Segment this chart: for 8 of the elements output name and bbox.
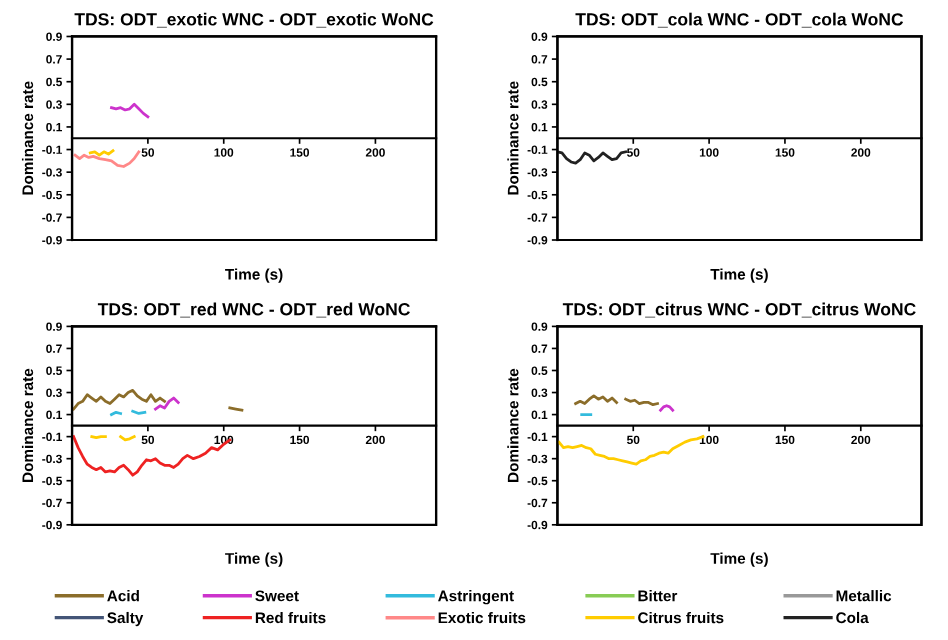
chart-title: TDS: ODT_cola WNC - ODT_cola WoNC xyxy=(575,12,904,28)
line-series xyxy=(73,150,141,168)
line-series xyxy=(110,102,150,119)
line-series xyxy=(72,435,232,477)
chart-title: TDS: ODT_red WNC - ODT_red WoNC xyxy=(97,302,410,318)
chart-title: TDS: ODT_citrus WNC - ODT_citrus WoNC xyxy=(562,302,916,318)
chart-title: TDS: ODT_exotic WNC - ODT_exotic WoNC xyxy=(74,12,434,28)
line-series xyxy=(72,388,166,411)
